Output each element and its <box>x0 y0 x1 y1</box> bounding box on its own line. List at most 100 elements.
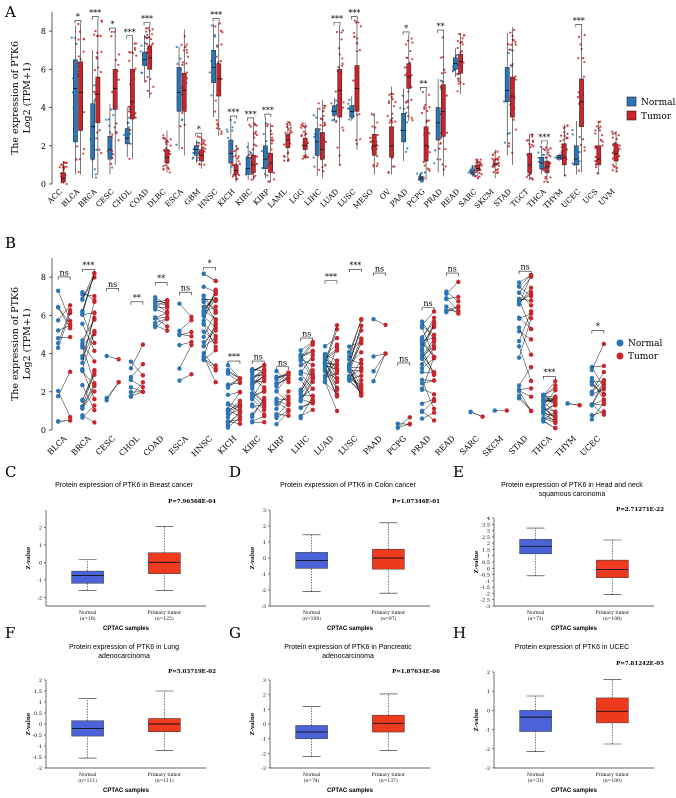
data-point-a <box>496 157 499 161</box>
data-point-a <box>302 124 305 127</box>
tumor-point-b <box>213 278 218 284</box>
data-point-a <box>285 125 289 129</box>
normal-point-b <box>274 411 279 417</box>
tumor-point-b <box>189 339 194 345</box>
data-point-a <box>457 77 460 80</box>
tumor-point-b <box>213 363 218 368</box>
data-point-a <box>582 57 585 60</box>
data-point-a <box>571 162 574 165</box>
data-point-a <box>530 143 533 146</box>
pair-line-b <box>421 311 435 326</box>
tumor-point-b <box>213 368 218 373</box>
data-point-a <box>82 38 85 41</box>
pair-line-b <box>421 342 435 358</box>
tumor-point-b <box>213 289 218 295</box>
data-point-a <box>578 151 581 154</box>
pair-line-b <box>518 367 532 386</box>
chart-title-f: Protein expression of PTK6 in Lung <box>69 644 179 651</box>
data-point-a <box>75 158 78 161</box>
pair-line-b <box>227 392 241 410</box>
data-point-a <box>186 55 190 58</box>
data-point-a <box>289 123 292 127</box>
x-tick-label-b: LUSC <box>337 434 360 457</box>
data-point-a <box>145 51 148 54</box>
data-point-a <box>110 149 113 152</box>
normal-point-b <box>589 391 595 397</box>
pair-line-b <box>300 354 313 377</box>
data-point-a <box>255 124 258 127</box>
data-point-a <box>422 160 425 164</box>
tumor-point-b <box>213 310 218 315</box>
data-point-a <box>202 142 205 145</box>
y-tick-label-e: 3 <box>487 529 490 535</box>
tumor-point-b <box>431 378 437 383</box>
tumor-point-b <box>553 395 558 401</box>
sig-bracket-b <box>57 276 71 280</box>
data-point-a <box>319 124 322 127</box>
normal-point-b <box>80 397 85 402</box>
data-point-a <box>439 56 442 59</box>
data-point-a <box>77 38 80 41</box>
p-value-g: P=1.87634E-06 <box>392 669 440 675</box>
tumor-point-b <box>189 314 194 320</box>
data-point-a <box>164 140 168 144</box>
tumor-point-b <box>92 348 97 353</box>
panel-letter-h: H <box>453 624 466 642</box>
sig-bracket-b <box>227 360 241 365</box>
normal-point-b <box>274 381 279 387</box>
pair-line-b <box>82 385 95 409</box>
x-tick-label-b: BLCA <box>46 434 69 457</box>
data-point-a <box>467 171 470 174</box>
pair-line-b <box>300 344 313 360</box>
y-tick-label-e: 0.5 <box>482 560 490 566</box>
data-point-a <box>443 68 446 71</box>
data-point-a <box>324 140 328 144</box>
sig-bracket-a <box>350 16 358 20</box>
box-a <box>124 128 130 145</box>
pair-line-b <box>203 356 216 383</box>
normal-point-b <box>541 411 546 416</box>
sig-bracket-a <box>420 87 427 91</box>
sig-bracket-b <box>518 270 532 275</box>
tumor-point-b <box>310 386 315 391</box>
sig-bracket-b <box>591 330 605 334</box>
data-point-a <box>181 63 184 66</box>
normal-point-b <box>274 376 279 381</box>
data-point-a <box>76 145 79 148</box>
pair-line-b <box>324 337 338 347</box>
data-point-a <box>427 93 430 96</box>
data-point-a <box>272 139 275 142</box>
data-point-a <box>616 166 619 170</box>
box-a <box>285 134 291 148</box>
normal-point-b <box>80 321 85 326</box>
data-point-a <box>220 130 223 133</box>
legend-panel-a: Normal Tumor <box>626 96 675 122</box>
normal-point-b <box>298 395 303 401</box>
chart-panel-h: Protein expression of PTK6 in UCEC P=7.81… <box>474 644 664 794</box>
data-point-a <box>111 166 114 169</box>
data-point-a <box>312 156 315 159</box>
tumor-point-b <box>189 317 194 323</box>
pair-line-b <box>82 374 95 400</box>
x-axis-title-g: CPTAC samples <box>327 788 374 794</box>
normal-point-b <box>322 352 328 357</box>
data-point-a <box>461 37 464 40</box>
x-tick-label-a: PCPG <box>405 187 427 209</box>
data-point-a <box>210 94 213 97</box>
p-value-e: P=2.71271E-22 <box>616 507 664 513</box>
data-point-a <box>323 121 326 124</box>
data-point-a <box>253 122 256 125</box>
data-point-a <box>175 45 178 49</box>
data-point-a <box>438 138 441 141</box>
data-point-a <box>255 162 259 165</box>
y-tick-label-h: 1 <box>487 689 490 695</box>
sample-count-f: (n=111) <box>78 777 97 784</box>
data-point-a <box>322 114 325 118</box>
data-point-a <box>248 123 251 126</box>
data-point-a <box>272 171 276 174</box>
pair-line-b <box>518 292 532 306</box>
data-point-a <box>563 126 566 129</box>
sig-label-b: ns <box>520 263 529 272</box>
tumor-point-b <box>407 421 412 427</box>
data-point-a <box>388 93 391 96</box>
